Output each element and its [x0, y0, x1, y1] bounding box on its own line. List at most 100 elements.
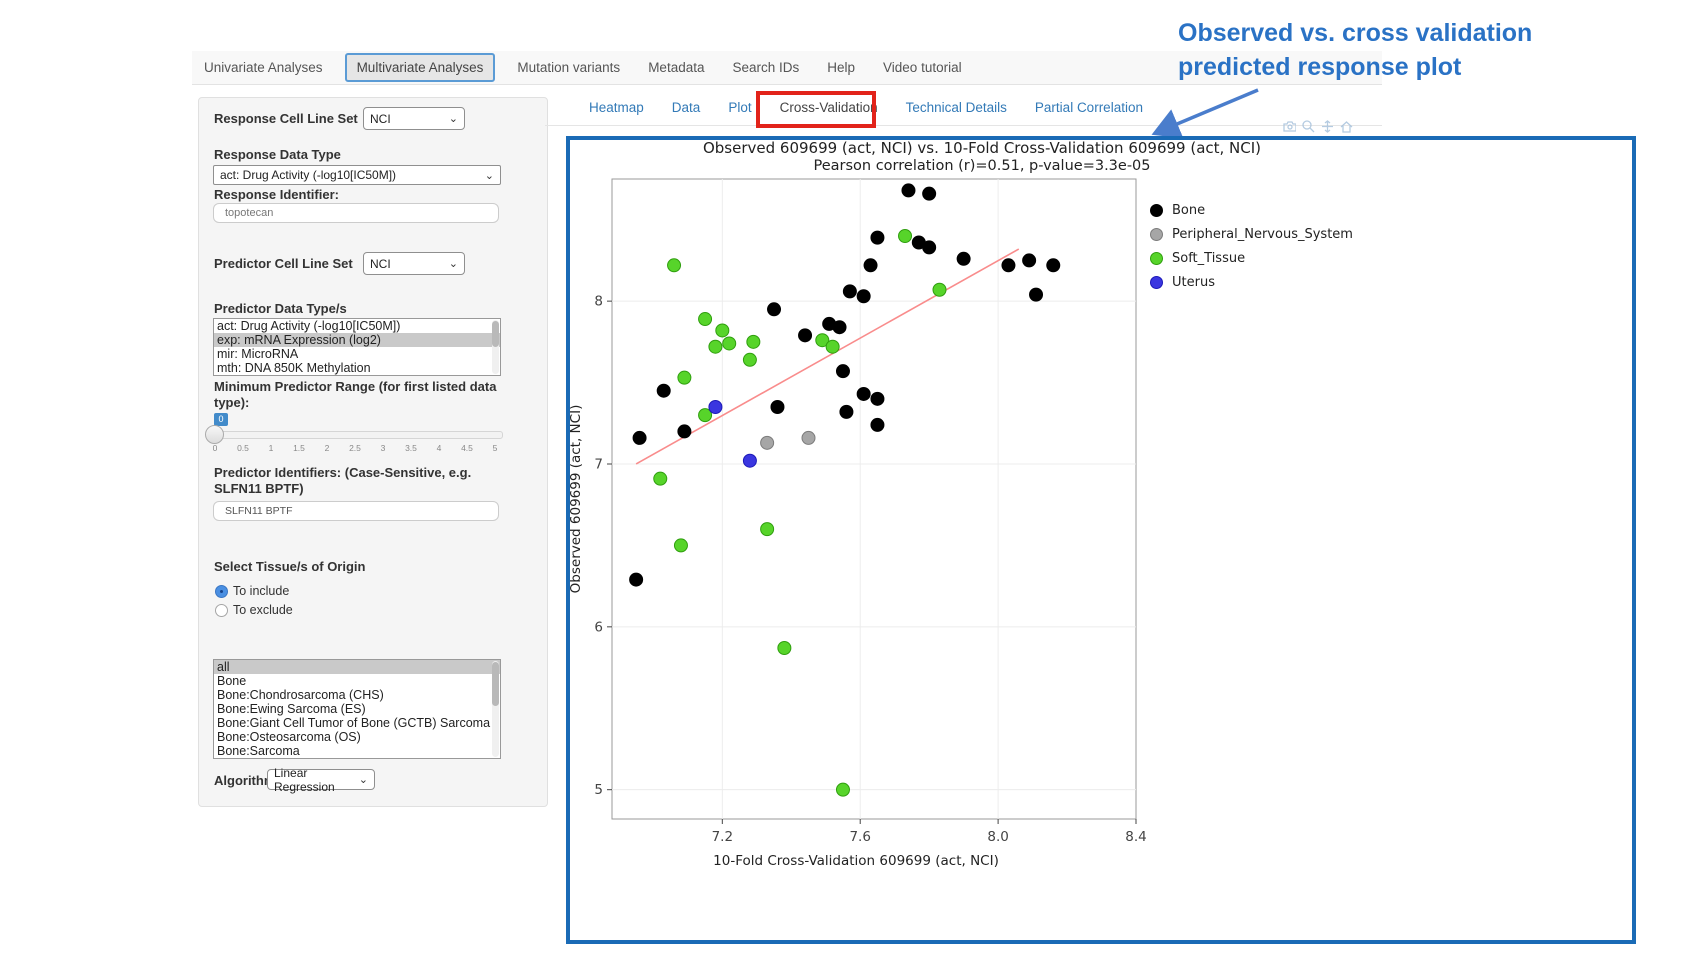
data-point-uterus[interactable] [742, 453, 757, 468]
data-point-bone[interactable] [922, 186, 937, 201]
response-data-type-select[interactable]: act: Drug Activity (-log10[IC50M]) ⌄ [213, 165, 501, 185]
data-point-soft_tissue[interactable] [653, 471, 668, 486]
data-point-bone[interactable] [956, 251, 971, 266]
data-point-soft_tissue[interactable] [715, 323, 730, 338]
data-point-soft_tissue[interactable] [667, 258, 682, 273]
predictor-data-type-option[interactable]: mth: DNA 850K Methylation [217, 361, 371, 375]
legend-item[interactable]: Peripheral_Nervous_System [1144, 222, 1353, 246]
data-point-bone[interactable] [835, 364, 850, 379]
tissue-option[interactable]: Bone:Chondrosarcoma (CHS) [217, 688, 384, 702]
data-point-soft_tissue[interactable] [898, 228, 913, 243]
result-tab-technical-details[interactable]: Technical Details [905, 100, 1007, 115]
data-point-soft_tissue[interactable] [742, 352, 757, 367]
algorithm-select[interactable]: Linear Regression ⌄ [267, 766, 375, 794]
data-point-bone[interactable] [863, 258, 878, 273]
zoom-icon[interactable] [1302, 120, 1315, 133]
data-point-bone[interactable] [767, 302, 782, 317]
predictor-data-type-option[interactable]: exp: mRNA Expression (log2) [214, 333, 500, 347]
data-point-bone[interactable] [770, 399, 785, 414]
tissue-origin-list[interactable]: all Bone Bone:Chondrosarcoma (CHS) Bone:Ewi… [213, 659, 501, 759]
data-point-uterus[interactable] [708, 399, 723, 414]
scrollbar[interactable] [492, 661, 499, 757]
data-point-bone[interactable] [677, 424, 692, 439]
result-tabs: Heatmap Data Plot Cross-Validation Technical… [589, 100, 1143, 115]
tissue-option[interactable]: Bone:Osteosarcoma (OS) [217, 730, 361, 744]
predictor-data-type-option[interactable]: mir: MicroRNA [217, 347, 299, 361]
tissue-option[interactable]: Peripheral_Nervous_System [214, 758, 500, 759]
slider-thumb[interactable] [205, 425, 224, 444]
data-point-bone[interactable] [870, 230, 885, 245]
data-point-bone[interactable] [856, 386, 871, 401]
data-point-soft_tissue[interactable] [932, 282, 947, 297]
top-tab-multivariate-analyses[interactable]: Multivariate Analyses [344, 53, 496, 82]
data-point-soft_tissue[interactable] [815, 333, 830, 348]
home-icon[interactable] [1340, 120, 1353, 133]
data-point-soft_tissue[interactable] [698, 408, 713, 423]
data-point-bone[interactable] [842, 284, 857, 299]
data-point-bone[interactable] [1001, 258, 1016, 273]
data-point-soft_tissue[interactable] [673, 538, 688, 553]
data-point-bone[interactable] [856, 289, 871, 304]
data-point-bone[interactable] [870, 417, 885, 432]
min-predictor-range-slider[interactable] [214, 431, 503, 439]
data-point-bone[interactable] [632, 430, 647, 445]
data-point-soft_tissue[interactable] [777, 641, 792, 656]
data-point-bone[interactable] [922, 240, 937, 255]
data-point-bone[interactable] [832, 320, 847, 335]
data-point-soft_tissue[interactable] [760, 522, 775, 537]
legend-item[interactable]: Uterus [1144, 270, 1353, 294]
tissue-option[interactable]: all [214, 660, 500, 674]
annotation-arrow [1151, 88, 1259, 139]
predictor-data-types-list[interactable]: act: Drug Activity (-log10[IC50M]) exp: m… [213, 318, 501, 376]
tissue-option[interactable]: Bone [217, 674, 247, 688]
data-point-peripheral_nervous_system[interactable] [760, 435, 775, 450]
data-point-soft_tissue[interactable] [677, 370, 692, 385]
predictor-cell-line-set-select[interactable]: NCI ⌄ [363, 252, 465, 275]
result-tab-partial-correlation[interactable]: Partial Correlation [1034, 100, 1143, 115]
data-point-soft_tissue[interactable] [722, 336, 737, 351]
data-point-bone[interactable] [1029, 287, 1044, 302]
predictor-data-type-option[interactable]: act: Drug Activity (-log10[IC50M]) [217, 319, 401, 333]
predictor-identifiers-input[interactable]: SLFN11 BPTF [213, 501, 499, 521]
data-point-bone[interactable] [839, 404, 854, 419]
result-tab-heatmap[interactable]: Heatmap [589, 100, 644, 115]
top-tab-video-tutorial[interactable]: Video tutorial [883, 60, 962, 75]
top-tab-univariate-analyses[interactable]: Univariate Analyses [204, 60, 323, 75]
top-tab-mutation-variants[interactable]: Mutation variants [517, 60, 621, 75]
top-tab-help[interactable]: Help [827, 60, 856, 75]
to-include-radio[interactable] [215, 585, 228, 598]
legend-item[interactable]: Soft_Tissue [1144, 246, 1353, 270]
data-point-soft_tissue[interactable] [746, 334, 761, 349]
result-tab-cross-validation[interactable]: Cross-Validation [779, 100, 878, 115]
top-tab-search-ids[interactable]: Search IDs [732, 60, 800, 75]
plot-legend: Bone Peripheral_Nervous_System Soft_Tissue… [1144, 198, 1353, 294]
tissue-option[interactable]: Bone:Sarcoma [217, 744, 300, 758]
tissue-option[interactable]: Bone:Giant Cell Tumor of Bone (GCTB) Sar… [217, 716, 491, 730]
data-point-bone[interactable] [1046, 258, 1061, 273]
data-point-soft_tissue[interactable] [708, 339, 723, 354]
top-tab-metadata[interactable]: Metadata [648, 60, 705, 75]
data-point-peripheral_nervous_system[interactable] [801, 430, 816, 445]
data-point-bone[interactable] [870, 391, 885, 406]
data-point-bone[interactable] [798, 328, 813, 343]
data-point-bone[interactable] [901, 183, 916, 198]
cross-validation-scatter-plot[interactable]: 7.2 7.6 8.0 8.4 5 6 7 8 10-Fold Cross-Validation… [540, 135, 1160, 880]
data-point-bone[interactable] [629, 572, 644, 587]
result-tab-data[interactable]: Data [671, 100, 701, 115]
response-cell-line-set-select[interactable]: NCI ⌄ [363, 107, 465, 130]
camera-icon[interactable] [1283, 120, 1296, 133]
plot-modebar[interactable] [1283, 120, 1353, 133]
data-point-soft_tissue[interactable] [835, 782, 850, 797]
data-point-soft_tissue[interactable] [698, 312, 713, 327]
slider-tick-label: 2.5 [349, 443, 361, 453]
data-point-bone[interactable] [1022, 253, 1037, 268]
data-point-bone[interactable] [656, 383, 671, 398]
legend-item[interactable]: Bone [1144, 198, 1353, 222]
response-identifier-input[interactable]: topotecan [213, 203, 499, 223]
result-tab-plot[interactable]: Plot [728, 100, 752, 115]
to-exclude-radio[interactable] [215, 604, 228, 617]
data-point-soft_tissue[interactable] [825, 339, 840, 354]
pan-icon[interactable] [1321, 120, 1334, 133]
scrollbar[interactable] [492, 320, 499, 374]
tissue-option[interactable]: Bone:Ewing Sarcoma (ES) [217, 702, 366, 716]
